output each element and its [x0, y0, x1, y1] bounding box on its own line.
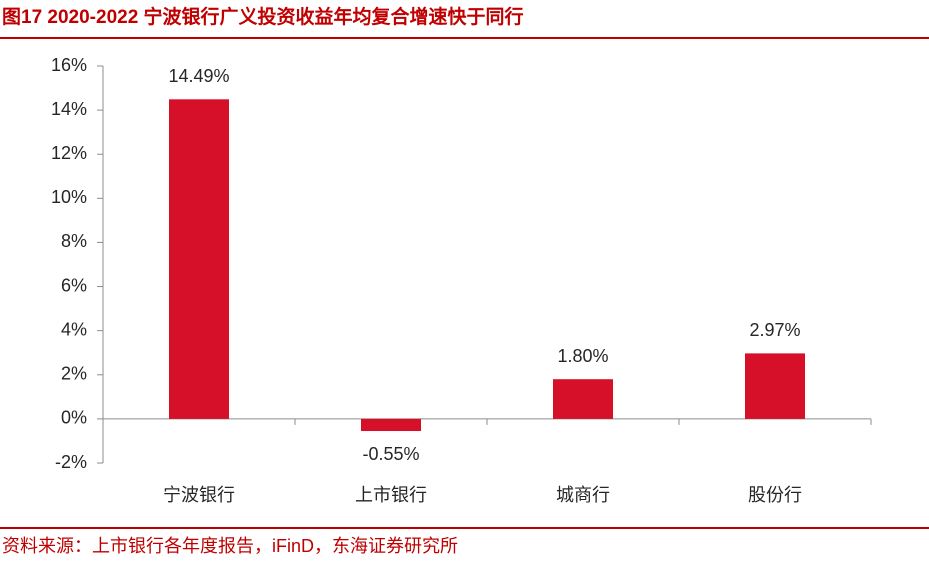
y-tick-label: 0%: [61, 408, 87, 428]
y-tick-label: 8%: [61, 231, 87, 251]
value-label: 2.97%: [749, 320, 800, 340]
bar: [169, 99, 229, 419]
y-tick-label: 4%: [61, 319, 87, 339]
y-tick-label: 16%: [51, 55, 87, 75]
x-tick-label: 城商行: [556, 485, 610, 505]
y-tick-label: 6%: [61, 275, 87, 295]
y-tick-label: 2%: [61, 364, 87, 384]
y-tick-label: 12%: [51, 143, 87, 163]
bar: [361, 418, 421, 432]
value-label: 14.49%: [168, 66, 229, 86]
y-tick-label: 14%: [51, 99, 87, 119]
x-tick-label: 股份行: [748, 485, 802, 505]
value-label: 1.80%: [557, 346, 608, 366]
x-tick-label: 宁波银行: [163, 485, 235, 505]
value-label: -0.55%: [362, 444, 419, 464]
bar: [553, 379, 613, 419]
y-tick-label: 10%: [51, 187, 87, 207]
y-tick-label: -2%: [55, 452, 87, 472]
chart-title: 图17 2020-2022 宁波银行广义投资收益年均复合增速快于同行: [2, 5, 524, 28]
bar: [745, 353, 805, 419]
x-tick-label: 上市银行: [355, 485, 427, 505]
source-note: 资料来源：上市银行各年度报告，iFinD，东海证券研究所: [2, 536, 458, 556]
